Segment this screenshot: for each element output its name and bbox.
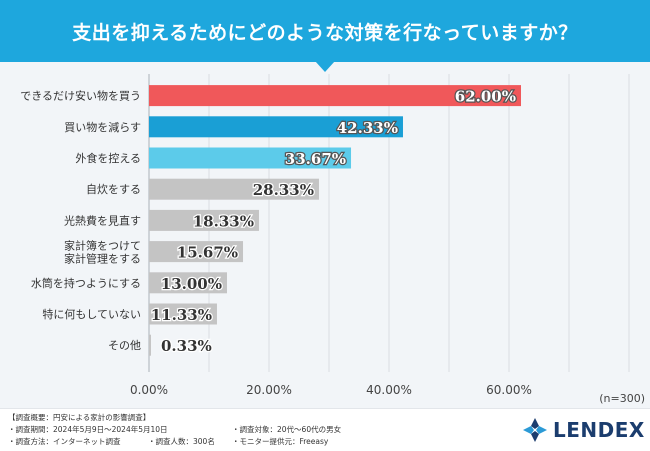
bar [149, 334, 151, 356]
category-label: 外食を控える [75, 151, 141, 165]
value-label: 13.00% [161, 275, 222, 293]
bar [149, 209, 259, 231]
survey-period: ・調査期間：2024年5月9日〜2024年5月10日 [8, 425, 168, 434]
bar [149, 116, 403, 138]
survey-method: ・調査方法：インターネット調査 [8, 437, 121, 446]
banner-pointer [315, 61, 335, 72]
category-label: 特に何もしていない [42, 307, 141, 321]
x-tick-label: 40.00% [366, 383, 412, 397]
category-label: 水筒を持つようにする [31, 276, 141, 290]
category-label: その他 [108, 339, 141, 352]
bar [149, 178, 319, 200]
value-label: 62.00% [455, 88, 516, 106]
bar [149, 272, 227, 294]
bar [149, 303, 217, 325]
value-label: 15.67% [177, 244, 238, 262]
category-label: 光熱費を見直す [64, 213, 141, 227]
value-label: 28.33% [253, 181, 314, 199]
value-label: 42.33% [337, 119, 398, 137]
survey-target: ・調査対象：20代〜60代の男女 [232, 425, 342, 434]
category-label: 家計簿をつけて家計管理をする [64, 239, 141, 266]
value-label: 11.33% [151, 306, 212, 324]
bar [149, 147, 352, 169]
value-label: 0.33% [161, 337, 212, 355]
sample-size-note: (n=300) [599, 392, 645, 405]
category-label: 買い物を減らす [64, 120, 141, 134]
value-label: 18.33% [193, 212, 254, 230]
bar [149, 241, 244, 263]
category-label: できるだけ安い物を買う [20, 89, 141, 103]
x-tick-label: 20.00% [246, 383, 292, 397]
survey-heading: 【調査概要：円安による家計の影響調査】 [8, 413, 151, 422]
survey-respondents: ・調査人数：300名 [148, 437, 215, 446]
lendex-logo-icon [523, 418, 547, 442]
title-banner: 支出を抑えるためにどのような対策を行なっていますか？ [0, 0, 650, 62]
x-tick-label: 0.00% [130, 383, 168, 397]
lendex-logo-text: LENDEX [553, 418, 645, 442]
category-label: 自炊をする [86, 183, 141, 196]
x-tick-label: 60.00% [486, 383, 532, 397]
chart-title: 支出を抑えるためにどのような対策を行なっていますか？ [72, 21, 578, 44]
lendex-logo: LENDEX [522, 417, 645, 443]
survey-provider: ・モニター提供元：Freeasy [232, 437, 329, 446]
bar-chart: 0.00% 20.00% 40.00% 60.00% (n=300) できるだけ安い物を買… [20, 74, 645, 405]
bar [149, 85, 521, 107]
value-label: 33.67% [285, 150, 346, 168]
